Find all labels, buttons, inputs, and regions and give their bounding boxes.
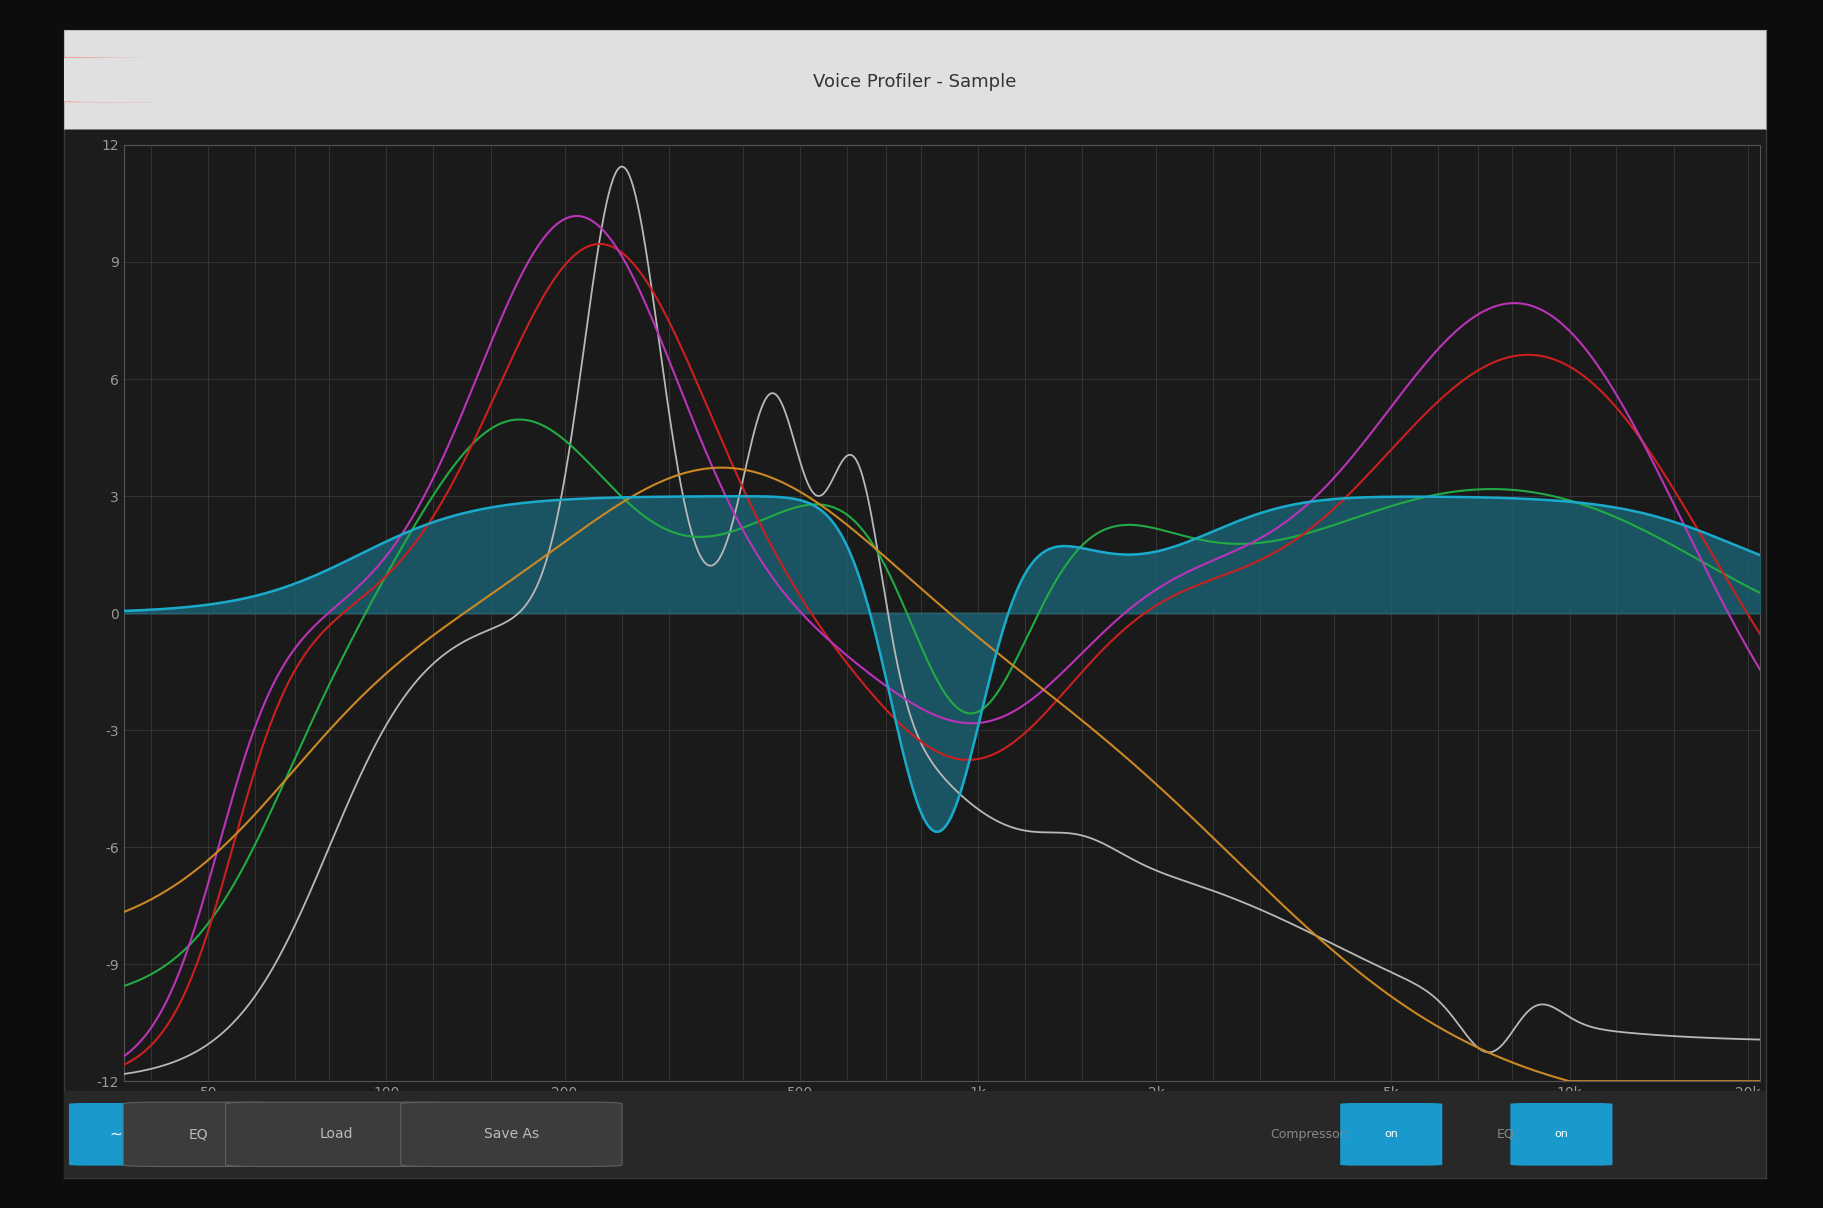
Text: on: on xyxy=(1384,1129,1398,1139)
Text: EQ:: EQ: xyxy=(1497,1128,1519,1140)
Text: EQ: EQ xyxy=(188,1127,208,1142)
Text: Compressor:: Compressor: xyxy=(1269,1128,1347,1140)
FancyBboxPatch shape xyxy=(401,1102,622,1167)
FancyBboxPatch shape xyxy=(226,1102,447,1167)
Text: Load: Load xyxy=(319,1127,352,1142)
FancyBboxPatch shape xyxy=(1509,1103,1612,1166)
Text: on: on xyxy=(1553,1129,1568,1139)
Text: ∼: ∼ xyxy=(109,1127,122,1142)
Text: Save As: Save As xyxy=(483,1127,538,1142)
Circle shape xyxy=(0,58,523,101)
Circle shape xyxy=(0,58,485,101)
FancyBboxPatch shape xyxy=(1340,1103,1442,1166)
Circle shape xyxy=(0,58,560,101)
FancyBboxPatch shape xyxy=(69,1103,162,1166)
Text: Voice Profiler - Sample: Voice Profiler - Sample xyxy=(813,72,1015,91)
FancyBboxPatch shape xyxy=(124,1102,273,1167)
